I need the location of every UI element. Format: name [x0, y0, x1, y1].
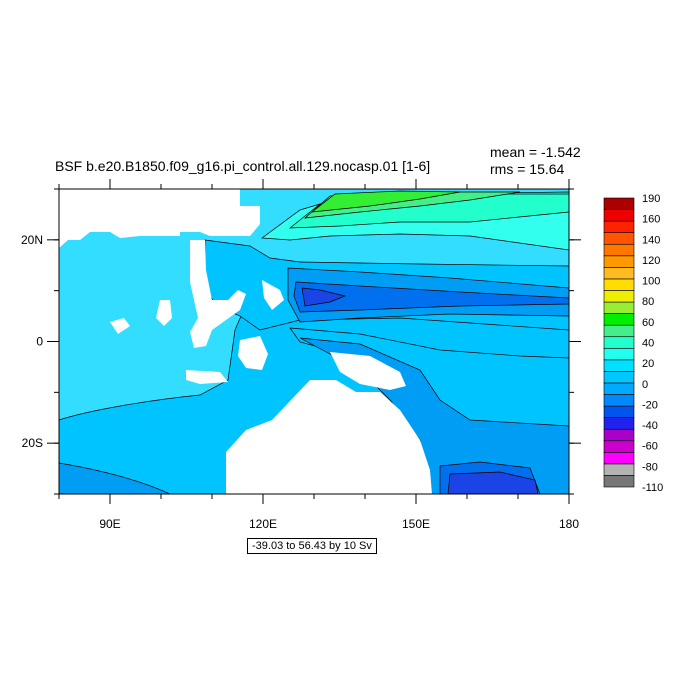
- contour-info-box: -39.03 to 56.43 by 10 Sv: [247, 538, 377, 554]
- colorbar-swatch: [603, 475, 635, 488]
- colorbar-swatch: [603, 428, 635, 442]
- x-tick-label: 150E: [402, 517, 430, 531]
- y-tick-label: 0: [36, 335, 43, 349]
- x-tick-label: 180: [559, 517, 579, 531]
- colorbar-swatch: [603, 278, 635, 291]
- colorbar-swatch: [603, 405, 635, 418]
- colorbar-label: 190: [642, 193, 660, 205]
- colorbar-swatch: [603, 255, 635, 268]
- land-asia-north: [59, 189, 260, 248]
- colorbar-swatch: [603, 243, 635, 257]
- colorbar-swatch: [603, 440, 635, 453]
- colorbar-label: 160: [642, 214, 660, 226]
- y-axis: 20N 0 20S: [21, 188, 581, 495]
- colorbar-swatch: [603, 394, 635, 407]
- colorbar-swatch: [603, 290, 635, 303]
- colorbar-label: 140: [642, 234, 660, 246]
- contour-fill-north-equatorial-minus-30: [293, 281, 569, 313]
- colorbar-swatch: [603, 197, 635, 210]
- colorbar-label: -40: [642, 420, 658, 432]
- plot-title: BSF b.e20.B1850.f09_g16.pi_control.all.1…: [55, 158, 431, 174]
- colorbar-swatch: [603, 336, 635, 349]
- colorbar-label: 0: [642, 379, 648, 391]
- colorbar-label: 120: [642, 255, 660, 267]
- colorbar-swatch: [603, 220, 635, 233]
- land-sumatra: [186, 370, 228, 384]
- colorbar-label: 20: [642, 358, 654, 370]
- mean-value: mean = -1.542: [490, 144, 581, 160]
- colorbar-label: 100: [642, 276, 660, 288]
- y-tick-label: 20S: [22, 436, 43, 450]
- colorbar-swatch: [603, 417, 635, 430]
- colorbar-swatch: [603, 324, 635, 338]
- contour-fill-north-equatorial-minus-40: [301, 287, 347, 307]
- colorbar-swatch: [603, 371, 635, 384]
- colorbar-swatch: [603, 347, 635, 361]
- x-axis: 90E 120E 150E 180: [58, 179, 579, 531]
- contour-fill-northeast-plus-40: [310, 190, 461, 213]
- land-india-indochina: [190, 240, 246, 348]
- colorbar-swatch: [603, 359, 635, 372]
- colorbar-swatch: [603, 313, 635, 326]
- land-masses: [59, 189, 432, 494]
- x-tick-label: 90E: [99, 517, 120, 531]
- land-new-guinea: [330, 352, 406, 390]
- colorbar-label: 40: [642, 338, 654, 350]
- colorbar-swatch: [603, 232, 635, 245]
- colorbar-label: 80: [642, 296, 654, 308]
- stats-block: mean = -1.542 rms = 15.64: [490, 144, 581, 178]
- y-tick-label: 20N: [21, 233, 43, 247]
- land-australia: [226, 380, 432, 494]
- colorbar-label: -20: [642, 399, 658, 411]
- colorbar-label: 60: [642, 317, 654, 329]
- colorbar-label: -60: [642, 441, 658, 453]
- contour-fill-southeast-minus-40: [447, 471, 539, 494]
- rms-value: rms = 15.64: [490, 161, 565, 177]
- land-borneo: [238, 336, 268, 370]
- land-sri-lanka: [110, 318, 130, 334]
- colorbar-swatch: [603, 209, 635, 222]
- plot-area: [59, 189, 569, 494]
- colorbar-swatch: [603, 382, 635, 395]
- colorbar-label: -80: [642, 461, 658, 473]
- colorbar-label: -110: [642, 482, 663, 494]
- land-philippines: [262, 280, 284, 310]
- colorbar: 190 160 140 120 100 80 60 40 20 0 -20 -40 -60 -80 -110: [603, 193, 663, 494]
- colorbar-swatch: [603, 463, 635, 476]
- colorbar-swatch: [603, 267, 635, 280]
- colorbar-swatch: [603, 452, 635, 465]
- colorbar-swatch: [603, 301, 635, 314]
- x-tick-label: 120E: [249, 517, 277, 531]
- land-malay: [156, 300, 172, 326]
